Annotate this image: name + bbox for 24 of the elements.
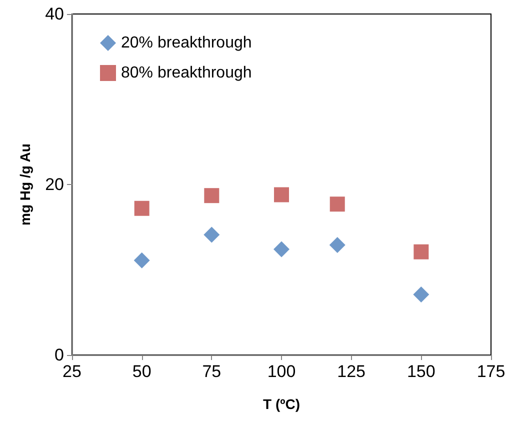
y-axis-title: mg Hg /g Au: [17, 144, 33, 226]
x-tick-label: 25: [62, 362, 82, 381]
point: [204, 226, 220, 243]
point: [134, 252, 150, 268]
x-tick-label: 125: [337, 362, 366, 381]
x-tick-label: 75: [202, 362, 222, 381]
point: [134, 200, 150, 216]
point: [274, 241, 290, 258]
x-tick-label: 100: [267, 362, 296, 381]
point: [329, 237, 346, 254]
x-axis-title: T (ºC): [263, 396, 300, 412]
legend-label: 20% breakthrough: [121, 34, 252, 52]
point: [330, 196, 345, 212]
point: [204, 188, 220, 204]
point: [274, 187, 289, 202]
legend-label: 80% breakthrough: [121, 64, 252, 82]
y-tick-label: 20: [45, 175, 64, 194]
y-tick-label: 40: [45, 4, 64, 24]
point: [414, 244, 429, 260]
x-tick-label: 150: [406, 362, 436, 381]
x-tick-label: 175: [476, 362, 506, 381]
x-tick-label: 50: [132, 362, 152, 381]
point: [413, 286, 430, 302]
y-tick-label: 0: [54, 346, 64, 364]
